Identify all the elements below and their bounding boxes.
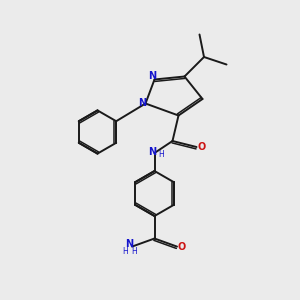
Text: H: H [122,248,128,256]
Text: N: N [125,238,134,249]
Text: N: N [148,70,156,81]
Text: O: O [197,142,206,152]
Text: H: H [158,150,164,159]
Text: N: N [148,147,156,158]
Text: N: N [138,98,146,108]
Text: H: H [131,248,137,256]
Text: O: O [178,242,186,252]
